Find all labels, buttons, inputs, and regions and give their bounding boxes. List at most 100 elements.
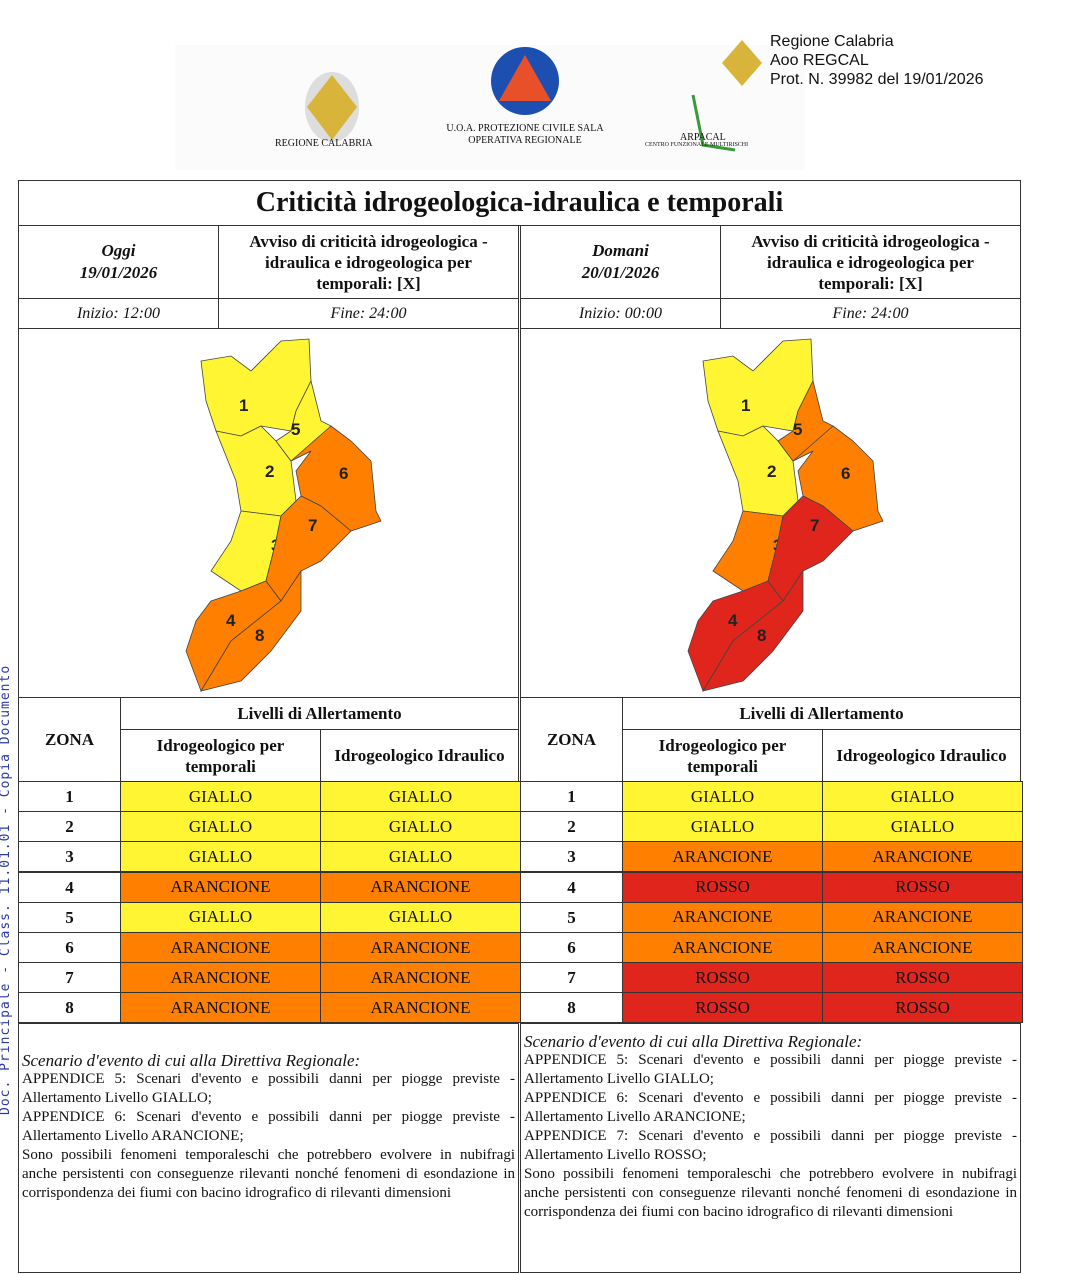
logo-arpacal-sub: CENTRO FUNZIONALE MULTIRISCHI [645,142,749,148]
zone-number: 2 [18,811,121,843]
map-zone-label: 8 [757,626,766,645]
alert-level-cell: ARANCIONE [120,932,321,963]
map-zone-label: 6 [841,464,850,483]
logos-graphics [305,47,736,152]
alert-level-cell: ARANCIONE [622,841,823,873]
alert-level-cell: GIALLO [320,811,521,843]
logo-arpacal-text: ARPACAL [680,132,726,143]
alert-level-cell: ROSSO [622,962,823,994]
scenario-paragraph: APPENDICE 5: Scenari d'evento e possibil… [22,1071,515,1106]
col-temporali-header: Idrogeologico per temporali [622,729,823,782]
scenario-paragraph: APPENDICE 6: Scenari d'evento e possibil… [524,1090,1017,1125]
alert-level-cell: ROSSO [622,992,823,1024]
map-zone-label: 2 [767,462,776,481]
day-label: Oggi 19/01/2026 [18,225,219,299]
fine-time: Fine: 24:00 [218,298,519,329]
alert-level-cell: GIALLO [120,901,321,933]
zone-number: 3 [520,841,623,873]
livelli-header: Livelli di Allertamento [622,697,1021,730]
zone-number: 4 [18,871,121,903]
zone-number: 1 [520,781,623,812]
zona-header: ZONA [520,697,623,782]
col-idraulico-header: Idrogeologico Idraulico [320,729,519,782]
map-zone-label: 7 [810,516,819,535]
alert-level-cell: ARANCIONE [822,841,1023,873]
zone-number: 4 [520,871,623,903]
page-title: Criticità idrogeologica-idraulica e temp… [18,180,1021,226]
map-zone-label: 5 [793,420,802,439]
col-temporali-header: Idrogeologico per temporali [120,729,321,782]
alert-level-cell: ARANCIONE [320,871,521,903]
alert-level-cell: GIALLO [120,781,321,812]
alert-level-cell: ROSSO [622,871,823,903]
avviso-text: Avviso di criticità idrogeologica - idra… [720,225,1021,299]
avviso-text: Avviso di criticità idrogeologica - idra… [218,225,519,299]
alert-level-cell: GIALLO [320,781,521,812]
scenario-title: Scenario d'evento di cui alla Direttiva … [22,1051,361,1070]
scenario-paragraph: APPENDICE 5: Scenari d'evento e possibil… [524,1052,1017,1087]
alert-level-cell: ARANCIONE [822,901,1023,933]
stamp-line: Regione Calabria [770,33,894,50]
logo-protezione-text: U.O.A. PROTEZIONE CIVILE SALA OPERATIVA … [446,123,604,146]
alert-level-cell: ARANCIONE [120,992,321,1024]
arpacal-icon [691,94,736,152]
alert-level-cell: ROSSO [822,871,1023,903]
alert-level-cell: GIALLO [320,841,521,873]
map-zone-8 [200,569,302,692]
scenario-paragraph: APPENDICE 6: Scenari d'evento e possibil… [22,1109,515,1144]
scenario-box: Scenario d'evento di cui alla Direttiva … [520,1023,1021,1273]
day-date: 20/01/2026 [581,263,660,282]
map-zone-8 [702,569,804,692]
day-name: Domani [592,241,649,260]
day-name: Oggi [101,241,136,260]
calabria-crest-icon [307,75,357,140]
alert-level-cell: GIALLO [120,811,321,843]
day-label: Domani 20/01/2026 [520,225,721,299]
map-zone-label: 6 [339,464,348,483]
zona-header: ZONA [18,697,121,782]
livelli-header: Livelli di Allertamento [120,697,519,730]
zone-number: 5 [520,901,623,933]
stamp-line: Aoo REGCAL [770,52,869,69]
zone-number: 6 [520,932,623,963]
scenario-paragraph: APPENDICE 7: Scenari d'evento e possibil… [524,1128,1017,1163]
alert-level-cell: ROSSO [822,992,1023,1024]
map-zone-label: 8 [255,626,264,645]
alert-level-cell: ARANCIONE [320,932,521,963]
zone-number: 7 [18,962,121,994]
stamp-crest-icon [722,40,762,86]
alert-level-cell: GIALLO [622,781,823,812]
zone-number: 7 [520,962,623,994]
map-zone-label: 1 [239,396,248,415]
alert-level-cell: GIALLO [320,901,521,933]
fine-time: Fine: 24:00 [720,298,1021,329]
alert-level-cell: ARANCIONE [622,901,823,933]
zone-number: 3 [18,841,121,873]
alert-level-cell: ARANCIONE [120,962,321,994]
alert-level-cell: ROSSO [822,962,1023,994]
alert-level-cell: ARANCIONE [622,932,823,963]
alert-level-cell: GIALLO [822,811,1023,843]
zone-number: 8 [18,992,121,1024]
zone-number: 2 [520,811,623,843]
logos-banner: REGIONE CALABRIA U.O.A. PROTEZIONE CIVIL… [175,45,805,170]
scenario-box: Scenario d'evento di cui alla Direttiva … [18,1023,519,1273]
zone-number: 1 [18,781,121,812]
map-zone-label: 2 [265,462,274,481]
logo-regione-text: REGIONE CALABRIA [275,138,373,149]
map-zone-label: 4 [226,611,236,630]
map-zone-label: 4 [728,611,738,630]
zone-number: 6 [18,932,121,963]
zone-number: 8 [520,992,623,1024]
map-zone-label: 7 [308,516,317,535]
alert-level-cell: ARANCIONE [120,871,321,903]
map-zone-label: 5 [291,420,300,439]
scenario-title: Scenario d'evento di cui alla Direttiva … [524,1032,863,1051]
side-classification: Doc. Principale - Class. 11.01.01 - Copi… [0,664,13,1115]
protocol-stamp: Regione Calabria Aoo REGCAL Prot. N. 399… [770,32,984,89]
alert-level-cell: ARANCIONE [320,992,521,1024]
map-zone-label: 1 [741,396,750,415]
alert-level-cell: GIALLO [120,841,321,873]
alert-level-cell: GIALLO [822,781,1023,812]
stamp-line: Prot. N. 39982 del 19/01/2026 [770,71,984,88]
